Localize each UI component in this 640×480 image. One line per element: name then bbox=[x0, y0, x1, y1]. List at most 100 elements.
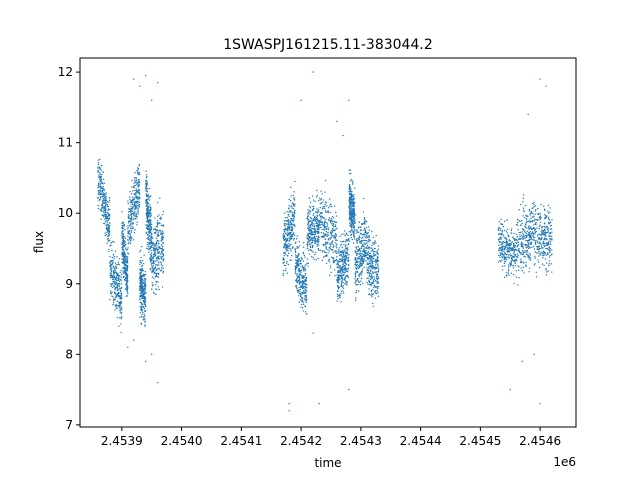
data-point bbox=[334, 225, 337, 228]
data-point bbox=[290, 229, 292, 232]
data-point bbox=[106, 200, 109, 203]
data-point bbox=[522, 215, 524, 217]
data-point bbox=[122, 246, 124, 248]
data-point bbox=[123, 266, 126, 268]
data-point bbox=[102, 206, 104, 208]
data-point bbox=[545, 274, 548, 276]
data-point bbox=[120, 286, 123, 289]
data-point bbox=[160, 224, 162, 227]
plot-frame bbox=[79, 57, 577, 428]
data-point bbox=[114, 289, 116, 291]
data-point bbox=[154, 255, 157, 257]
data-point bbox=[298, 274, 300, 277]
data-point bbox=[533, 205, 535, 208]
data-point bbox=[125, 277, 127, 279]
data-point bbox=[322, 236, 325, 238]
data-point bbox=[520, 252, 522, 254]
data-point bbox=[532, 236, 535, 239]
data-point bbox=[130, 199, 133, 202]
data-point bbox=[528, 225, 530, 227]
data-point bbox=[526, 244, 528, 246]
data-point bbox=[126, 285, 129, 287]
data-point bbox=[350, 207, 352, 210]
data-point bbox=[103, 211, 105, 214]
data-point bbox=[307, 209, 310, 211]
data-point bbox=[98, 200, 100, 202]
data-point bbox=[320, 218, 322, 220]
data-point bbox=[298, 260, 300, 262]
data-point bbox=[300, 265, 302, 268]
data-point bbox=[501, 248, 504, 250]
data-point bbox=[353, 226, 355, 228]
data-point bbox=[359, 259, 362, 261]
data-point bbox=[344, 248, 346, 250]
data-point bbox=[138, 185, 140, 187]
data-point bbox=[503, 250, 505, 252]
data-point bbox=[352, 219, 354, 221]
data-point bbox=[107, 219, 109, 221]
data-point bbox=[299, 274, 301, 276]
data-point bbox=[154, 253, 156, 256]
data-point bbox=[289, 232, 291, 234]
data-point bbox=[297, 259, 299, 261]
data-point bbox=[524, 243, 526, 246]
data-point bbox=[330, 248, 332, 251]
data-point bbox=[108, 226, 110, 228]
data-point bbox=[304, 282, 306, 285]
data-point bbox=[533, 224, 535, 226]
data-point bbox=[321, 251, 323, 253]
data-point bbox=[508, 254, 510, 256]
data-point bbox=[294, 225, 296, 228]
data-point bbox=[129, 233, 131, 235]
data-point bbox=[541, 251, 543, 253]
data-point bbox=[123, 252, 126, 254]
data-point bbox=[124, 237, 127, 240]
data-point bbox=[116, 272, 119, 275]
data-point bbox=[122, 270, 124, 273]
data-point bbox=[530, 227, 533, 229]
data-point bbox=[144, 324, 146, 326]
data-point bbox=[333, 245, 335, 247]
data-point bbox=[324, 235, 327, 237]
data-point bbox=[151, 99, 153, 102]
data-point bbox=[138, 164, 140, 167]
data-point bbox=[525, 265, 527, 267]
data-point bbox=[142, 296, 144, 298]
data-point bbox=[283, 234, 286, 237]
data-point bbox=[547, 227, 550, 229]
data-point bbox=[361, 264, 363, 267]
data-point bbox=[305, 289, 307, 291]
data-point bbox=[362, 250, 364, 253]
data-point bbox=[340, 250, 342, 253]
data-point bbox=[144, 296, 146, 298]
data-point bbox=[104, 232, 106, 234]
data-point bbox=[362, 236, 364, 238]
data-point bbox=[500, 248, 502, 250]
data-point bbox=[283, 236, 286, 238]
data-point bbox=[121, 273, 123, 275]
data-point bbox=[321, 228, 323, 231]
data-point bbox=[515, 233, 518, 236]
data-point bbox=[119, 278, 122, 281]
data-point bbox=[121, 316, 123, 318]
data-point bbox=[284, 225, 286, 227]
data-point bbox=[367, 259, 369, 261]
data-point bbox=[353, 197, 356, 200]
data-point bbox=[545, 242, 547, 244]
data-point bbox=[128, 210, 131, 213]
data-point bbox=[317, 209, 320, 211]
data-point bbox=[284, 222, 286, 225]
data-point bbox=[525, 250, 527, 252]
y-tick-label: 7 bbox=[65, 418, 73, 432]
data-point bbox=[357, 274, 360, 276]
data-point bbox=[368, 280, 370, 283]
data-point bbox=[312, 257, 314, 259]
data-point bbox=[339, 269, 342, 272]
data-point bbox=[287, 231, 289, 233]
data-point bbox=[376, 252, 378, 254]
data-point bbox=[520, 267, 522, 269]
data-point bbox=[371, 274, 373, 276]
data-point bbox=[288, 239, 291, 241]
data-point bbox=[332, 260, 334, 262]
data-point bbox=[527, 241, 529, 244]
